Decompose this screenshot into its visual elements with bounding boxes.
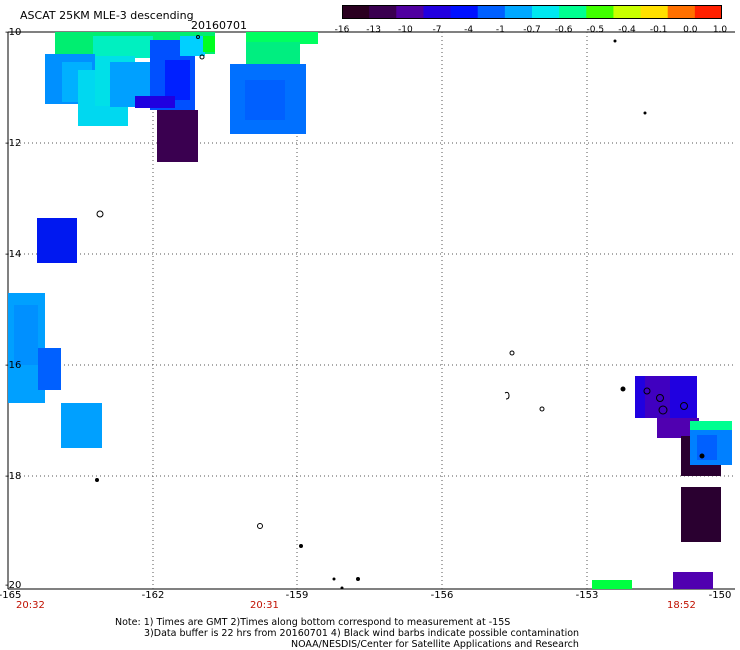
colorbar-swatch xyxy=(559,5,587,19)
colorbar-swatch xyxy=(532,5,560,19)
note-line: Note: 1) Times are GMT 2)Times along bot… xyxy=(115,617,511,628)
colorbar-swatch xyxy=(694,5,722,19)
colorbar-tick-label: -0.6 xyxy=(554,25,573,35)
colorbar-tick-label: -1 xyxy=(495,25,505,35)
lat-label: -18 xyxy=(5,471,22,482)
lon-label: -156 xyxy=(430,590,454,601)
colorbar-swatch xyxy=(504,5,533,19)
colorbar-tick-label: -7 xyxy=(432,25,442,35)
time-label: 20:31 xyxy=(250,600,279,611)
colorbar-swatch xyxy=(640,5,669,19)
lon-label: -153 xyxy=(575,590,599,601)
colorbar-tick-label: -0.1 xyxy=(649,25,668,35)
colorbar-swatch xyxy=(342,5,370,19)
lat-label: -12 xyxy=(5,138,22,149)
note-line: NOAA/NESDIS/Center for Satellite Applica… xyxy=(291,639,579,650)
colorbar xyxy=(342,5,722,19)
map-title: ASCAT 25KM MLE-3 descending xyxy=(20,9,194,22)
colorbar-swatch xyxy=(586,5,614,19)
lon-label: -159 xyxy=(285,590,309,601)
colorbar-swatch xyxy=(396,5,424,19)
wind-swath-cells xyxy=(8,32,732,589)
note-line: 3)Data buffer is 22 hrs from 20160701 4)… xyxy=(144,628,580,639)
colorbar-tick-label: -0.5 xyxy=(586,25,605,35)
colorbar-tick-label: 0.0 xyxy=(683,25,698,35)
time-label: 20:32 xyxy=(16,600,45,611)
colorbar-tick-label: -0.4 xyxy=(618,25,636,35)
lat-label: -14 xyxy=(5,249,22,260)
colorbar-tick-label: -16 xyxy=(334,25,350,35)
colorbar-tick-label: -10 xyxy=(397,25,413,35)
time-label: 18:52 xyxy=(667,600,696,611)
colorbar-tick-label: 1.0 xyxy=(712,25,728,35)
colorbar-tick-label: -4 xyxy=(464,25,474,35)
lon-label: -165 xyxy=(0,590,22,601)
footnotes: Note: 1) Times are GMT 2)Times along bot… xyxy=(115,617,579,650)
colorbar-tick-label: -0.7 xyxy=(523,25,541,35)
colorbar-swatch xyxy=(369,5,397,19)
map-date: 20160701 xyxy=(191,19,247,32)
islands xyxy=(95,35,705,590)
colorbar-swatch xyxy=(667,5,696,19)
lat-label: -10 xyxy=(5,27,22,38)
colorbar-swatch xyxy=(450,5,479,19)
colorbar-frame xyxy=(342,5,722,19)
colorbar-swatch xyxy=(477,5,506,19)
lat-label: -16 xyxy=(5,360,22,371)
colorbar-swatch xyxy=(613,5,642,19)
colorbar-swatch xyxy=(423,5,452,19)
lon-label: -162 xyxy=(141,590,165,601)
lat-label: -20 xyxy=(5,580,22,591)
lon-label: -150 xyxy=(708,590,732,601)
colorbar-tick-label: -13 xyxy=(366,25,381,35)
